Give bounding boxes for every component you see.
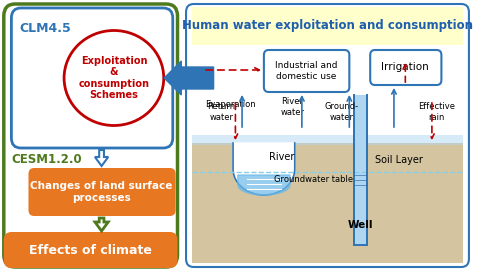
FancyArrow shape <box>95 150 108 166</box>
Bar <box>354 95 368 245</box>
Text: Changes of land surface
processes: Changes of land surface processes <box>30 181 173 203</box>
Text: Irrigation: Irrigation <box>382 62 429 72</box>
Text: Industrial and
domestic use: Industrial and domestic use <box>276 61 338 81</box>
Text: Soil Layer: Soil Layer <box>374 155 422 165</box>
FancyArrow shape <box>164 61 214 95</box>
FancyBboxPatch shape <box>12 8 173 148</box>
FancyBboxPatch shape <box>28 168 176 216</box>
Text: Effective
rain: Effective rain <box>418 102 455 122</box>
Bar <box>192 47 463 142</box>
Text: Groundwater table: Groundwater table <box>274 175 353 184</box>
Bar <box>192 135 463 145</box>
Text: Return
water: Return water <box>207 102 235 122</box>
FancyBboxPatch shape <box>4 4 178 267</box>
FancyBboxPatch shape <box>264 50 350 92</box>
FancyArrow shape <box>95 218 108 231</box>
FancyBboxPatch shape <box>186 4 469 267</box>
Text: River
water: River water <box>280 97 304 117</box>
Text: Ground-
water: Ground- water <box>324 102 359 122</box>
Text: Exploitation
&
consumption
Schemes: Exploitation & consumption Schemes <box>78 55 150 100</box>
Polygon shape <box>233 143 294 195</box>
FancyBboxPatch shape <box>370 50 442 85</box>
Bar <box>192 143 463 263</box>
Polygon shape <box>238 175 290 195</box>
Text: CESM1.2.0: CESM1.2.0 <box>12 153 82 166</box>
FancyBboxPatch shape <box>4 232 178 268</box>
Bar <box>192 7 463 45</box>
Text: Human water exploitation and consumption: Human water exploitation and consumption <box>182 20 473 32</box>
Text: Evaporation: Evaporation <box>206 100 256 109</box>
Ellipse shape <box>64 30 164 125</box>
Text: Effects of climate: Effects of climate <box>28 243 152 256</box>
Text: River: River <box>268 152 294 162</box>
Text: CLM4.5: CLM4.5 <box>19 22 70 35</box>
Text: Well: Well <box>348 220 374 230</box>
